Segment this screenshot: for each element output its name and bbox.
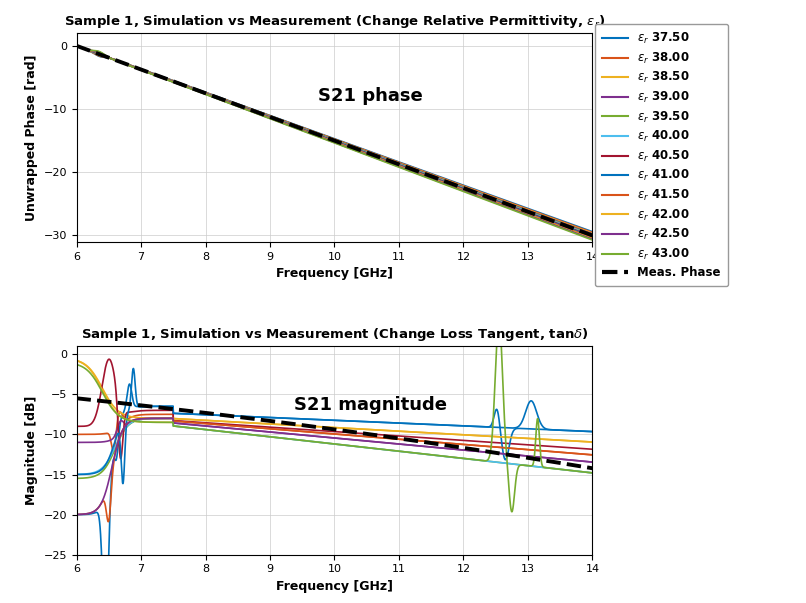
Title: Sample 1, Simulation vs Measurement (Change Relative Permittivity, $\epsilon_r$): Sample 1, Simulation vs Measurement (Cha… [64,13,605,30]
Y-axis label: Magnitude [dB]: Magnitude [dB] [25,396,38,505]
Legend: $\epsilon_r$ 37.50, $\epsilon_r$ 38.00, $\epsilon_r$ 38.50, $\epsilon_r$ 39.00, : $\epsilon_r$ 37.50, $\epsilon_r$ 38.00, … [595,24,728,286]
X-axis label: Frequency [GHz]: Frequency [GHz] [276,267,393,280]
Title: Sample 1, Simulation vs Measurement (Change Loss Tangent, tan$\delta$): Sample 1, Simulation vs Measurement (Cha… [81,326,588,343]
Text: S21 magnitude: S21 magnitude [294,396,447,414]
X-axis label: Frequency [GHz]: Frequency [GHz] [276,580,393,593]
Text: S21 phase: S21 phase [318,87,423,105]
Y-axis label: Unwrapped Phase [rad]: Unwrapped Phase [rad] [25,54,38,221]
